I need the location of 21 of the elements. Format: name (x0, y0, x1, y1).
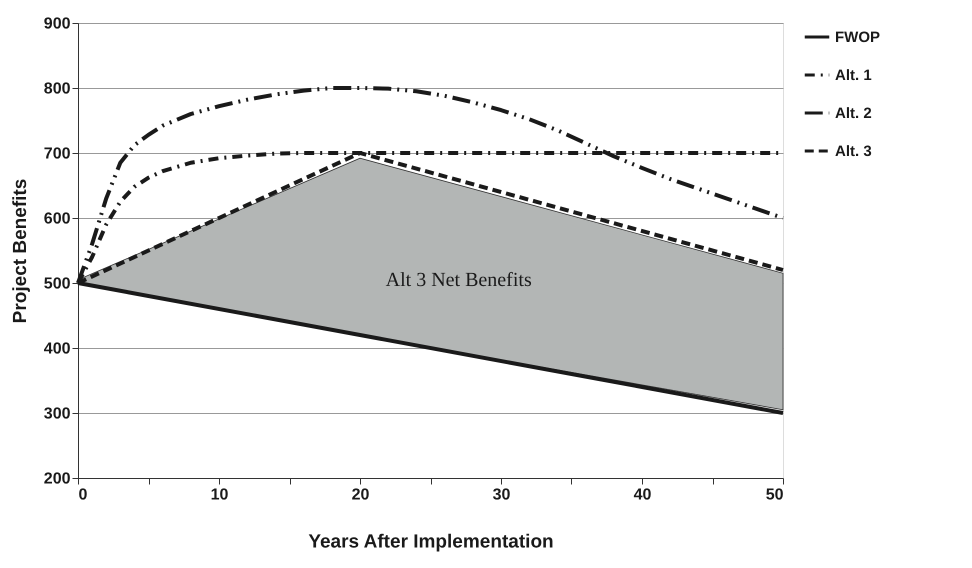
legend-label: Alt. 1 (835, 67, 872, 84)
legend-label: Alt. 3 (835, 143, 872, 160)
legend-label: Alt. 2 (835, 105, 872, 122)
y-tick-label: 500 (44, 276, 71, 292)
x-tick-label: 0 (78, 486, 88, 504)
y-tick-label: 300 (44, 406, 71, 422)
annotation: Alt 3 Net Benefits (386, 269, 532, 292)
y-axis-title: Project Benefits (10, 178, 31, 324)
y-tick-label: 600 (44, 210, 71, 228)
y-tick-label: 800 (44, 80, 71, 98)
x-tick-label: 40 (634, 486, 652, 504)
x-tick-label: 20 (352, 486, 370, 504)
x-axis-title: Years After Implementation (308, 532, 554, 552)
x-tick-label: 50 (766, 486, 784, 504)
y-tick-label: 400 (44, 340, 71, 358)
y-tick-label: 900 (44, 16, 71, 32)
x-tick-label: 30 (492, 486, 510, 504)
y-tick-label: 700 (44, 146, 71, 162)
x-tick-label: 10 (210, 486, 228, 504)
y-tick-label: 200 (44, 470, 71, 488)
legend-label: FWOP (835, 29, 880, 46)
